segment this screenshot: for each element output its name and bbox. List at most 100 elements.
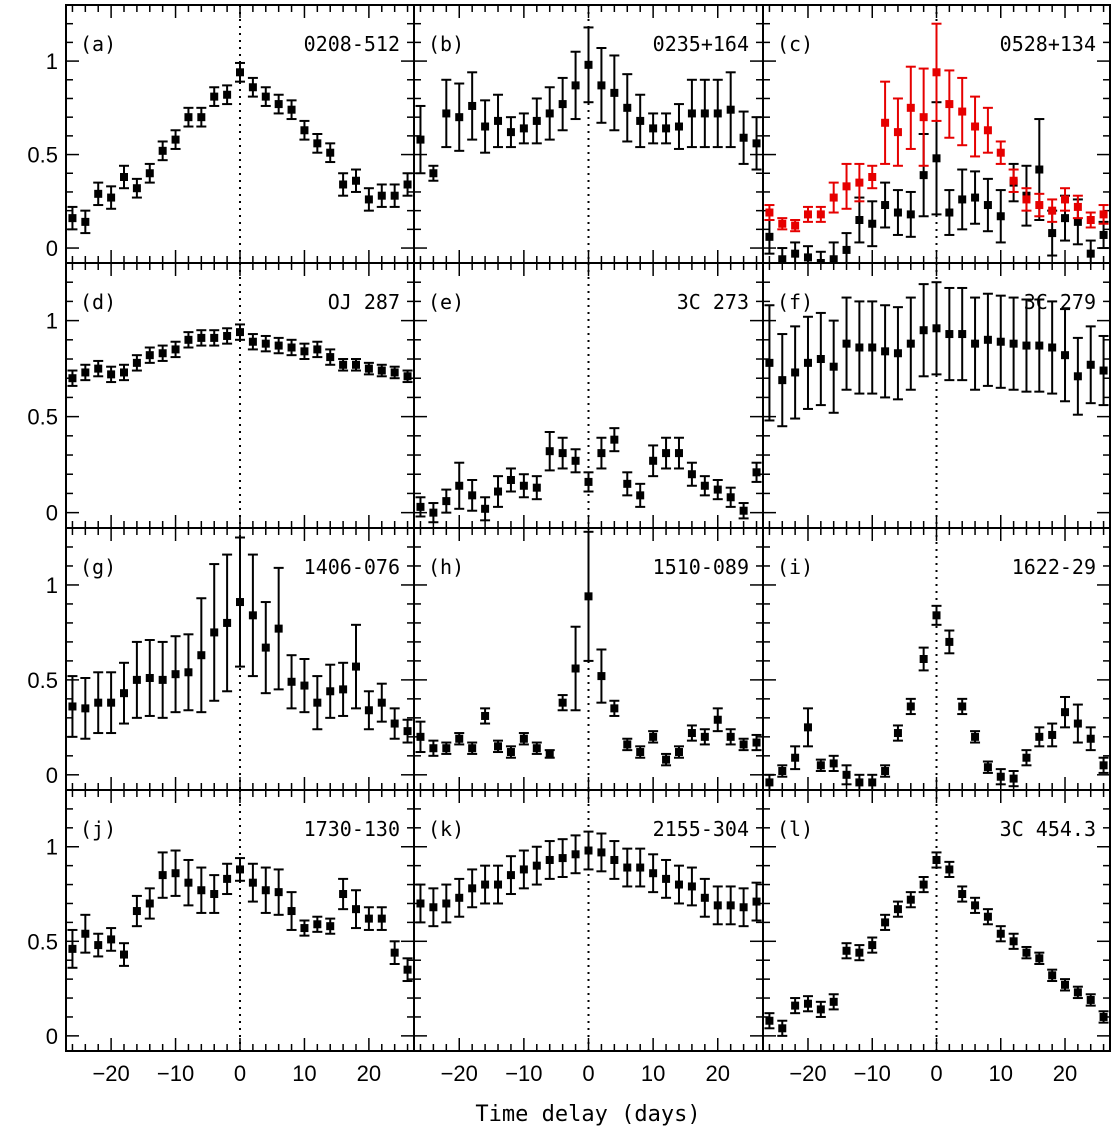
data-point <box>1022 341 1031 350</box>
data-point <box>197 113 206 122</box>
data-point <box>248 83 257 92</box>
y-tick-label: 0.5 <box>27 668 58 693</box>
data-point <box>223 618 232 627</box>
y-tick-label: 0 <box>46 236 58 261</box>
data-point <box>842 182 851 191</box>
data-point <box>210 628 219 637</box>
data-point <box>506 475 515 484</box>
data-point <box>68 214 77 223</box>
data-point <box>300 681 309 690</box>
panel-label: (a) <box>80 32 116 56</box>
data-point <box>403 965 412 974</box>
data-point <box>339 685 348 694</box>
data-point <box>377 914 386 923</box>
data-point <box>726 493 735 502</box>
data-point <box>919 326 928 335</box>
data-point <box>636 116 645 125</box>
data-point <box>468 491 477 500</box>
data-point <box>1086 216 1095 224</box>
data-point <box>816 1005 825 1014</box>
data-point <box>481 880 490 889</box>
data-point <box>132 675 141 684</box>
panel-f: (f) 3C 279 <box>762 262 1111 529</box>
data-point <box>171 345 180 354</box>
panel-label: (l) <box>777 817 813 841</box>
data-point <box>1022 753 1031 762</box>
data-point <box>545 855 554 864</box>
data-point <box>842 946 851 955</box>
data-point <box>287 677 296 686</box>
y-tick-label: 1 <box>46 835 58 860</box>
data-point <box>1048 206 1057 215</box>
data-point <box>945 865 954 874</box>
data-point <box>1099 761 1108 770</box>
data-point <box>313 698 322 707</box>
panel-b: (b) 0235+164 <box>413 4 764 264</box>
data-point <box>403 372 412 381</box>
data-point <box>248 337 257 346</box>
y-tick-label: 1 <box>46 49 58 74</box>
data-point <box>94 189 103 198</box>
data-point <box>855 178 864 187</box>
data-point <box>765 232 774 241</box>
y-tick-label: 1 <box>46 309 58 334</box>
data-point <box>713 109 722 118</box>
data-point <box>120 950 128 959</box>
data-point <box>778 219 787 228</box>
data-point <box>932 324 941 333</box>
data-point <box>506 871 515 880</box>
data-point <box>1099 366 1108 375</box>
data-point <box>210 890 219 899</box>
data-point <box>158 146 167 155</box>
data-point <box>1086 734 1095 743</box>
data-point <box>1048 730 1057 739</box>
data-point <box>81 704 90 713</box>
data-point <box>558 854 567 863</box>
panel-label: (f) <box>777 290 813 314</box>
data-point <box>803 253 812 262</box>
data-point <box>261 92 270 101</box>
data-point <box>855 343 864 352</box>
data-point <box>300 924 309 933</box>
data-point <box>236 328 244 337</box>
data-point <box>932 611 941 620</box>
data-point <box>752 738 761 747</box>
data-point <box>1035 954 1044 963</box>
data-point <box>94 698 103 707</box>
data-point <box>996 772 1005 781</box>
data-point <box>1035 165 1044 174</box>
data-point <box>132 358 141 367</box>
data-point <box>906 895 915 904</box>
data-point <box>1022 195 1031 204</box>
data-point <box>81 368 90 377</box>
data-point <box>739 903 748 912</box>
data-point <box>145 351 154 360</box>
data-point <box>971 339 980 348</box>
data-point <box>68 374 77 383</box>
data-point <box>636 748 645 757</box>
data-point <box>623 479 632 488</box>
data-point <box>829 193 838 202</box>
data-point <box>945 208 954 217</box>
data-point <box>236 598 244 607</box>
data-point <box>171 869 180 878</box>
data-point <box>893 905 902 914</box>
data-point <box>261 643 270 652</box>
data-point <box>390 948 399 957</box>
data-point <box>326 687 335 696</box>
data-point <box>662 755 671 764</box>
data-point <box>1061 708 1070 717</box>
x-tick-label: 0 <box>234 1061 246 1086</box>
data-point <box>519 481 528 490</box>
data-point <box>94 941 103 950</box>
data-point <box>313 139 322 148</box>
data-point <box>919 171 928 180</box>
data-point <box>494 742 503 751</box>
data-point <box>352 176 360 185</box>
data-point <box>816 259 825 263</box>
data-point <box>1061 351 1070 360</box>
y-tick-label: 0.5 <box>27 143 58 168</box>
data-points <box>415 530 762 767</box>
source-name: 0208-512 <box>304 32 400 56</box>
